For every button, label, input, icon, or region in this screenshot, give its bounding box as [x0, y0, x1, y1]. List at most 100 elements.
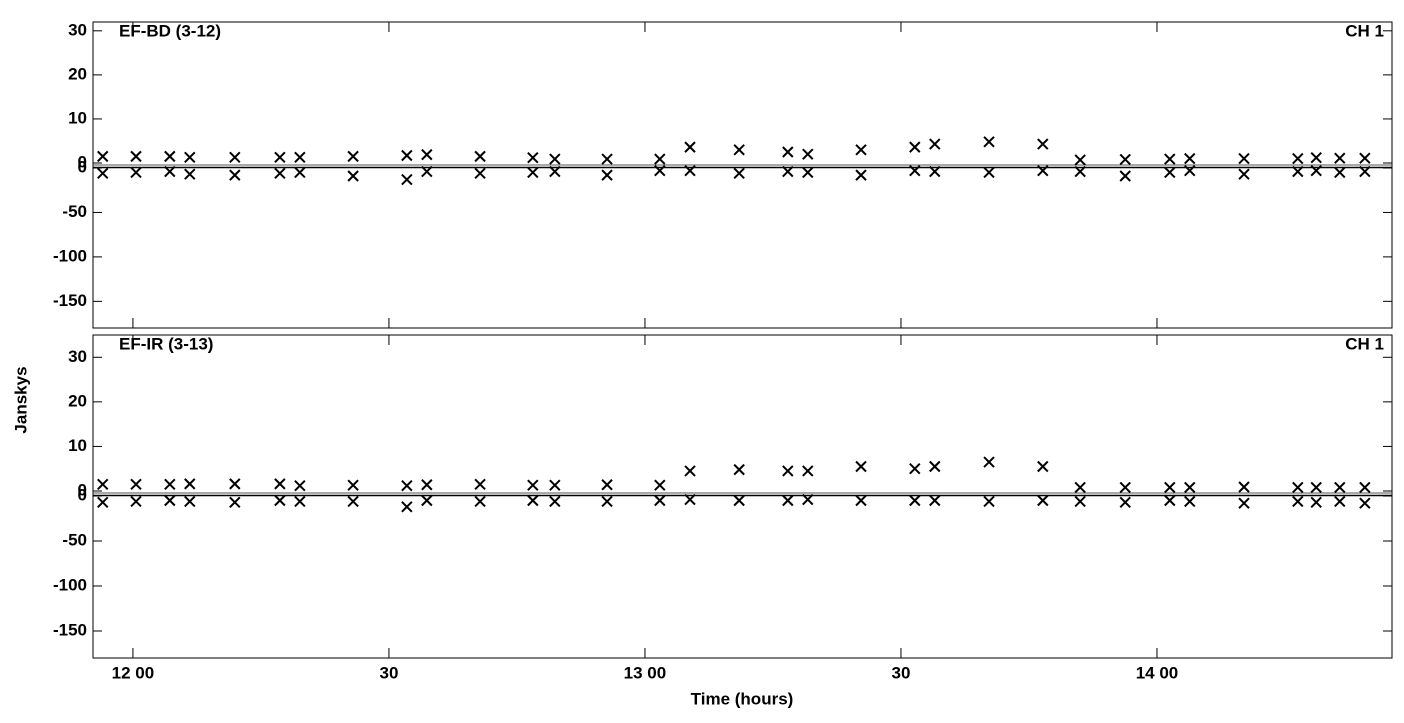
data-point — [527, 152, 539, 164]
y-tick-label: 20 — [68, 391, 87, 410]
data-point — [1184, 152, 1196, 165]
panel-title: EF-BD (3-12) — [119, 21, 221, 40]
data-point — [421, 494, 433, 507]
data-point — [983, 495, 995, 508]
data-point — [1184, 481, 1196, 494]
data-point — [1164, 153, 1176, 165]
data-point — [274, 151, 286, 163]
data-point — [1238, 481, 1250, 493]
data-point — [684, 164, 696, 177]
data-point — [654, 494, 666, 507]
data-point — [1164, 481, 1176, 494]
data-point — [1037, 460, 1049, 473]
y-axis-label: Janskys — [11, 366, 30, 433]
y2-tick-label: -50 — [62, 202, 87, 221]
data-point — [229, 151, 241, 163]
data-point — [1310, 152, 1322, 164]
data-point — [601, 153, 613, 165]
y-tick-label: 20 — [68, 64, 87, 83]
data-point — [184, 168, 196, 180]
data-point — [130, 495, 142, 508]
data-point — [294, 166, 306, 179]
data-point — [802, 493, 814, 506]
y-tick-label: 10 — [68, 436, 87, 455]
y2-tick-label: -150 — [53, 291, 87, 310]
data-point — [164, 165, 176, 178]
data-point — [401, 173, 413, 186]
y-tick-label: 0 — [78, 480, 87, 499]
data-point — [474, 150, 486, 163]
data-point — [184, 495, 196, 508]
data-point — [855, 460, 867, 473]
data-point — [929, 460, 941, 473]
data-point — [549, 495, 561, 508]
data-point — [401, 501, 413, 513]
data-point — [909, 141, 921, 153]
data-point — [1359, 481, 1371, 494]
data-point — [782, 146, 794, 158]
data-point — [274, 478, 286, 490]
data-point — [855, 494, 867, 507]
data-point — [909, 494, 921, 507]
data-point — [1074, 165, 1086, 178]
data-point — [1238, 497, 1250, 509]
data-point — [1184, 164, 1196, 177]
data-point — [549, 153, 561, 165]
data-point — [1074, 495, 1086, 508]
data-point — [164, 478, 176, 491]
x-tick-label: 30 — [379, 663, 398, 682]
data-point — [1310, 496, 1322, 509]
data-point — [347, 150, 359, 163]
data-point — [654, 153, 666, 165]
data-point — [802, 465, 814, 477]
data-point — [347, 479, 359, 491]
data-point — [1334, 166, 1346, 179]
data-point — [1164, 166, 1176, 179]
data-point — [474, 478, 486, 491]
data-point — [1164, 494, 1176, 507]
data-point — [421, 479, 433, 491]
data-point — [1238, 152, 1250, 165]
panel-title: EF-IR (3-13) — [119, 334, 213, 353]
channel-label: CH 1 — [1345, 21, 1384, 40]
data-point — [274, 167, 286, 180]
y-tick-label: 30 — [68, 20, 87, 39]
data-point — [1184, 495, 1196, 508]
y2-tick-label: -50 — [62, 530, 87, 549]
data-point — [229, 478, 241, 490]
y2-tick-label: -100 — [53, 575, 87, 594]
data-point — [1310, 164, 1322, 177]
y-tick-label: 10 — [68, 108, 87, 127]
data-point — [983, 136, 995, 148]
data-point — [1119, 481, 1131, 494]
data-point — [1119, 153, 1131, 166]
y2-tick-label: -150 — [53, 620, 87, 639]
data-point — [1359, 497, 1371, 509]
data-point — [855, 169, 867, 181]
data-point — [782, 465, 794, 477]
data-point — [549, 479, 561, 491]
data-point — [474, 495, 486, 508]
y2-tick-label: 0 — [78, 485, 87, 504]
data-point — [421, 148, 433, 161]
data-point — [684, 465, 696, 477]
data-point — [130, 166, 142, 179]
data-point — [527, 479, 539, 491]
data-point — [474, 167, 486, 180]
data-point — [1074, 154, 1086, 166]
data-point — [1292, 495, 1304, 508]
data-point — [294, 495, 306, 508]
data-point — [274, 494, 286, 507]
data-point — [601, 479, 613, 491]
data-point — [347, 170, 359, 182]
y-tick-label: 30 — [68, 347, 87, 366]
data-point — [1037, 494, 1049, 507]
data-point — [929, 138, 941, 150]
y2-tick-label: -100 — [53, 246, 87, 265]
data-point — [421, 165, 433, 178]
data-point — [184, 151, 196, 163]
data-point — [130, 478, 142, 491]
x-tick-label: 14 00 — [1136, 663, 1179, 682]
